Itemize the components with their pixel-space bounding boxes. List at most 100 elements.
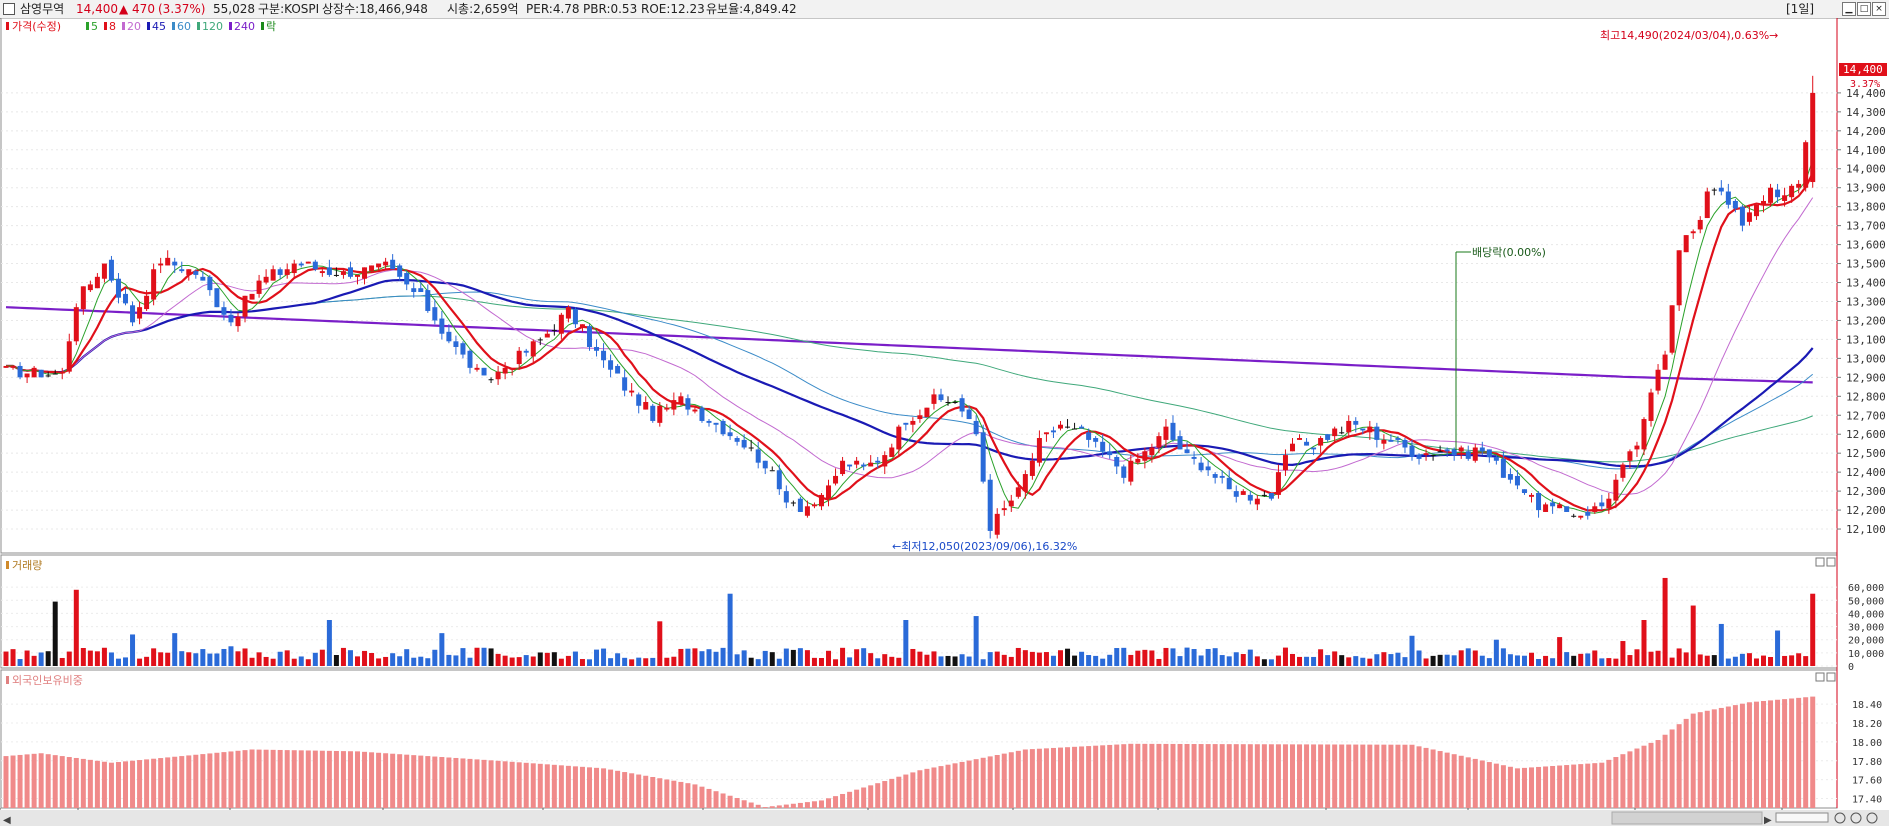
foreign-bar bbox=[1226, 744, 1232, 808]
price-change-pct: (3.37%) bbox=[158, 2, 206, 16]
foreign-bar bbox=[579, 766, 585, 808]
foreign-bar bbox=[720, 793, 726, 808]
candle-body bbox=[615, 365, 621, 374]
volume-bar bbox=[1100, 658, 1106, 666]
square-menu-icon[interactable] bbox=[3, 3, 15, 15]
volume-bar bbox=[1205, 648, 1211, 666]
candle-body bbox=[1514, 475, 1520, 486]
foreign-bar bbox=[882, 781, 888, 808]
close-icon[interactable]: × bbox=[1872, 2, 1886, 16]
foreign-bar bbox=[221, 752, 227, 808]
foreign-bar bbox=[1065, 747, 1071, 808]
minimize-icon[interactable]: ▁ bbox=[1842, 2, 1856, 16]
foreign-panel-close-icon[interactable] bbox=[1826, 672, 1836, 682]
foreign-bar bbox=[1789, 698, 1795, 808]
candle-body bbox=[896, 426, 902, 450]
volume-bar bbox=[1423, 658, 1429, 666]
volume-panel-minimize-icon[interactable] bbox=[1815, 557, 1825, 567]
candle-body bbox=[1184, 449, 1190, 454]
zoom-in-icon[interactable] bbox=[1866, 812, 1878, 824]
foreign-bar bbox=[1782, 699, 1788, 808]
foreign-bar bbox=[1578, 764, 1584, 808]
volume-title-marker bbox=[6, 561, 9, 569]
volume-bar bbox=[664, 657, 670, 666]
foreign-tick-label: 17.80 bbox=[1852, 757, 1882, 768]
foreign-bar bbox=[1374, 744, 1380, 808]
candle-body bbox=[734, 438, 740, 442]
foreign-bar bbox=[1184, 743, 1190, 808]
volume-bar bbox=[896, 657, 902, 666]
volume-bar bbox=[1353, 656, 1359, 666]
volume-bar bbox=[1043, 652, 1049, 666]
foreign-bar bbox=[1599, 762, 1605, 808]
zoom-slider[interactable] bbox=[1775, 812, 1829, 823]
candle-body bbox=[1472, 447, 1478, 461]
price-tick-label: 12,900 bbox=[1846, 371, 1886, 384]
volume-bar bbox=[172, 633, 178, 666]
scrollbar-thumb[interactable] bbox=[1611, 811, 1763, 825]
zoom-reset-icon[interactable] bbox=[1850, 812, 1862, 824]
volume-bar bbox=[1662, 577, 1668, 666]
scroll-left-icon[interactable]: ◀ bbox=[3, 815, 11, 826]
candle-body bbox=[1261, 494, 1267, 496]
candle-body bbox=[362, 267, 368, 279]
foreign-bar bbox=[952, 763, 958, 808]
candle-body bbox=[1275, 472, 1281, 495]
volume-bar bbox=[1050, 655, 1056, 666]
volume-bar bbox=[1198, 655, 1204, 666]
foreign-bar bbox=[165, 757, 171, 808]
foreign-bar bbox=[1803, 697, 1809, 808]
foreign-bar bbox=[432, 756, 438, 808]
candle-body bbox=[903, 422, 909, 425]
candle-body bbox=[1332, 428, 1338, 437]
price-tick-label: 12,500 bbox=[1846, 447, 1886, 460]
candle-body bbox=[1205, 466, 1211, 471]
foreign-bar bbox=[390, 753, 396, 808]
volume-bar bbox=[305, 659, 311, 666]
zoom-out-icon[interactable] bbox=[1834, 812, 1846, 824]
volume-bar bbox=[1374, 654, 1380, 666]
volume-bar bbox=[249, 657, 255, 666]
scrollbar-track[interactable] bbox=[0, 810, 1889, 826]
candle-body bbox=[1318, 438, 1324, 446]
volume-bar bbox=[762, 650, 768, 666]
period-selector[interactable]: [1일] bbox=[1786, 2, 1815, 16]
maximize-icon[interactable]: □ bbox=[1857, 2, 1871, 16]
volume-bar bbox=[544, 652, 550, 666]
candle-body bbox=[917, 415, 923, 420]
foreign-bar bbox=[1739, 703, 1745, 808]
foreign-bar bbox=[404, 754, 410, 808]
roe-value: ROE:12.23 bbox=[641, 2, 705, 16]
volume-bar bbox=[1121, 647, 1127, 666]
candle-body bbox=[390, 259, 396, 270]
volume-bar bbox=[369, 653, 375, 666]
candle-body bbox=[1142, 451, 1148, 461]
candle-body bbox=[699, 407, 705, 421]
candle-body bbox=[650, 405, 656, 421]
foreign-panel-minimize-icon[interactable] bbox=[1815, 672, 1825, 682]
foreign-bar bbox=[1458, 755, 1464, 808]
stock-chart[interactable]: 12,100 12,200 12,300 12,400 12,500 12,600 12,7… bbox=[0, 18, 1889, 826]
foreign-bar bbox=[1022, 749, 1028, 808]
foreign-bar bbox=[1318, 744, 1324, 808]
volume-bar bbox=[1493, 639, 1499, 666]
candle-body bbox=[1339, 432, 1345, 434]
candle-body bbox=[397, 265, 403, 277]
volume-bar bbox=[1388, 654, 1394, 666]
legend-ma-marker bbox=[229, 22, 232, 30]
foreign-bar bbox=[1233, 744, 1239, 808]
volume-bar bbox=[108, 652, 114, 666]
scroll-right-icon[interactable]: ▶ bbox=[1764, 815, 1772, 826]
volume-bar bbox=[376, 658, 382, 666]
stock-name[interactable]: 삼영무역 bbox=[20, 2, 65, 16]
volume-bar bbox=[1739, 653, 1745, 666]
candle-body bbox=[854, 460, 860, 465]
candle-body bbox=[1423, 453, 1429, 456]
volume-panel-close-icon[interactable] bbox=[1826, 557, 1836, 567]
foreign-bar bbox=[1198, 744, 1204, 808]
price-tick-label: 12,300 bbox=[1846, 485, 1886, 498]
candle-body bbox=[1451, 449, 1457, 456]
volume-bar bbox=[804, 650, 810, 666]
volume-bar bbox=[383, 656, 389, 666]
foreign-bar bbox=[1156, 743, 1162, 808]
